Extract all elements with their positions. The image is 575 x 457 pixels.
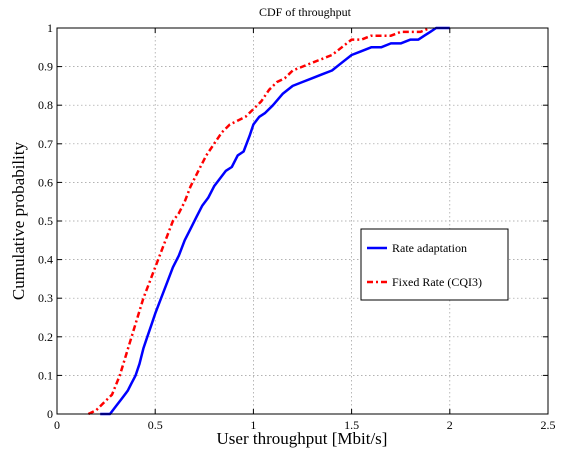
x-tick-label: 0.5 (148, 418, 163, 432)
series-layer (87, 26, 450, 416)
legend: Rate adaptation Fixed Rate (CQI3) (360, 228, 509, 301)
y-axis-title: Cumulative probability (9, 141, 28, 300)
y-tick-label: 0.2 (38, 330, 53, 344)
y-tick-label: 0.1 (38, 368, 53, 382)
y-tick-label: 0.4 (38, 253, 53, 267)
grid-lines (57, 28, 548, 414)
x-tick-label: 1 (250, 418, 256, 432)
y-tick-label: 0.8 (38, 98, 53, 112)
x-tick-label: 1.5 (344, 418, 359, 432)
legend-label-fixed-rate: Fixed Rate (CQI3) (392, 275, 482, 289)
y-tick-label: 0 (47, 407, 53, 421)
x-tick-label: 2.5 (541, 418, 556, 432)
y-tick-label: 1 (47, 21, 53, 35)
legend-label-rate-adaptation: Rate adaptation (392, 241, 467, 255)
legend-box (360, 228, 509, 301)
x-tick-label: 2 (447, 418, 453, 432)
y-tick-label: 0.6 (38, 175, 53, 189)
series-line-rate-adaptation (100, 26, 450, 416)
series-line-fixed-rate-cqi3 (87, 26, 431, 416)
y-tick-label: 0.5 (38, 214, 53, 228)
y-tick-label: 0.7 (38, 137, 53, 151)
y-tick-label: 0.3 (38, 291, 53, 305)
x-axis-ticks: 0 0.5 1 1.5 2 2.5 (54, 28, 556, 432)
y-axis-ticks: 0 0.1 0.2 0.3 0.4 0.5 0.6 0.7 0.8 0.9 1 (38, 21, 548, 421)
chart-title: CDF of throughput (259, 5, 352, 19)
x-tick-label: 0 (54, 418, 60, 432)
x-axis-title: User throughput [Mbit/s] (217, 429, 388, 448)
y-tick-label: 0.9 (38, 60, 53, 74)
